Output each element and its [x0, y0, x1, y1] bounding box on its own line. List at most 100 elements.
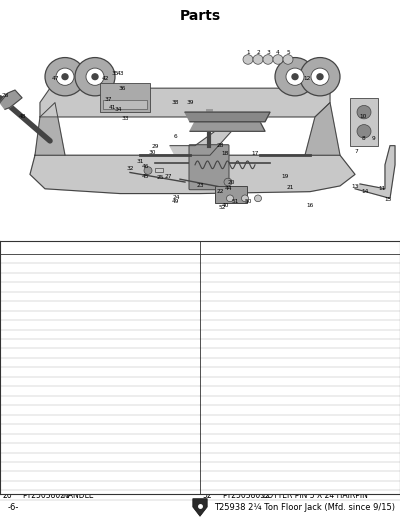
- Text: PT25038010: PT25038010: [22, 339, 70, 348]
- Circle shape: [283, 55, 293, 64]
- Text: 38: 38: [203, 358, 212, 367]
- Text: 3: 3: [3, 273, 8, 282]
- Text: 16: 16: [3, 396, 12, 405]
- Text: -6-: -6-: [8, 504, 19, 512]
- Text: PT25038030: PT25038030: [222, 282, 270, 292]
- Text: 24: 24: [3, 472, 12, 481]
- Text: LOCK WASHER 12MM: LOCK WASHER 12MM: [62, 282, 143, 292]
- Text: 12: 12: [303, 76, 311, 81]
- Text: HYDRAULIC PISTON COVER: HYDRAULIC PISTON COVER: [62, 396, 165, 405]
- Circle shape: [45, 57, 85, 96]
- Text: 42: 42: [101, 76, 109, 81]
- Text: FLAT HD SCR M5- 8 X 6: FLAT HD SCR M5- 8 X 6: [262, 453, 350, 462]
- Text: PT25038041: PT25038041: [222, 387, 270, 396]
- Text: 51: 51: [231, 199, 239, 204]
- Text: FLAT WASHER 12MM: FLAT WASHER 12MM: [62, 273, 140, 282]
- Text: PT25038052: PT25038052: [222, 491, 270, 499]
- Polygon shape: [305, 102, 340, 155]
- Text: 30: 30: [148, 150, 156, 155]
- Text: PT25038045: PT25038045: [222, 424, 270, 433]
- Text: PHLP HD SCR M6-1 X 10: PHLP HD SCR M6-1 X 10: [262, 330, 354, 339]
- Text: PT25038017: PT25038017: [22, 405, 70, 415]
- Text: CONNECTING ROD: CONNECTING ROD: [262, 443, 333, 452]
- Circle shape: [311, 68, 329, 85]
- Polygon shape: [193, 499, 207, 516]
- Text: CLEVIS PIN 10 X 35: CLEVIS PIN 10 X 35: [262, 472, 335, 481]
- Text: PT25038014: PT25038014: [22, 377, 70, 386]
- Text: 15: 15: [3, 387, 12, 396]
- Text: 47: 47: [203, 443, 212, 452]
- Circle shape: [273, 55, 283, 64]
- Text: PT25038029: PT25038029: [222, 273, 270, 282]
- Text: 16: 16: [306, 203, 314, 207]
- Text: 28: 28: [203, 264, 212, 272]
- Text: 32: 32: [126, 166, 134, 171]
- Text: 4: 4: [276, 50, 280, 55]
- Text: BATTERY TRAY COVER: BATTERY TRAY COVER: [262, 339, 345, 348]
- Text: 36: 36: [203, 339, 212, 348]
- Text: RIVET 4 X 8MM BLIND; STEEL: RIVET 4 X 8MM BLIND; STEEL: [262, 462, 373, 471]
- Circle shape: [263, 55, 273, 64]
- Text: PT25038011: PT25038011: [22, 348, 70, 358]
- Text: 19: 19: [281, 174, 289, 179]
- Text: 6: 6: [3, 301, 8, 310]
- Text: PT25038039: PT25038039: [222, 368, 270, 376]
- Text: 7: 7: [354, 149, 358, 154]
- Text: 27: 27: [164, 174, 172, 179]
- Circle shape: [275, 57, 315, 96]
- Text: 31: 31: [136, 159, 144, 164]
- Text: 45: 45: [141, 174, 149, 179]
- Polygon shape: [35, 102, 65, 155]
- Text: 51: 51: [203, 481, 212, 490]
- Text: 29: 29: [151, 144, 159, 149]
- Text: 52: 52: [203, 491, 212, 499]
- Circle shape: [292, 74, 298, 80]
- Text: SADDLE: SADDLE: [262, 311, 293, 320]
- Text: DESCRIPTION: DESCRIPTION: [264, 243, 329, 252]
- Text: O-RING 24 X 1.5: O-RING 24 X 1.5: [262, 434, 324, 443]
- Circle shape: [224, 178, 232, 186]
- Text: 41: 41: [203, 387, 212, 396]
- Text: PT25038016: PT25038016: [22, 396, 70, 405]
- Text: PT25038035: PT25038035: [222, 330, 270, 339]
- Text: FRONT WHEEL: FRONT WHEEL: [62, 254, 117, 263]
- Text: 20: 20: [227, 179, 235, 185]
- Text: 38: 38: [171, 100, 179, 105]
- Text: 10: 10: [359, 114, 367, 119]
- Text: 40: 40: [221, 203, 229, 207]
- Text: PT25038002: PT25038002: [22, 264, 70, 272]
- Text: THREADED SHAFT M12-1.75: THREADED SHAFT M12-1.75: [62, 453, 169, 462]
- Text: 12: 12: [3, 358, 12, 367]
- Text: 20: 20: [3, 434, 12, 443]
- Text: HEX NUT M12-1.75: HEX NUT M12-1.75: [62, 292, 134, 301]
- Text: 5: 5: [286, 50, 290, 55]
- Text: PT25038020: PT25038020: [22, 434, 70, 443]
- Text: 23: 23: [3, 462, 12, 471]
- Text: 1: 1: [246, 50, 250, 55]
- Text: 47: 47: [51, 76, 59, 81]
- Text: HANDLE: HANDLE: [62, 491, 94, 499]
- Circle shape: [254, 195, 262, 202]
- Text: PT25038036: PT25038036: [222, 339, 270, 348]
- Text: PT25038023: PT25038023: [22, 462, 70, 471]
- Bar: [0, 241, 400, 494]
- Text: 13: 13: [3, 368, 12, 376]
- Text: 17: 17: [3, 405, 12, 415]
- Text: 35: 35: [203, 330, 212, 339]
- Text: 10: 10: [3, 339, 12, 348]
- Text: 8: 8: [3, 321, 8, 329]
- Text: DESCRIPTION: DESCRIPTION: [64, 243, 129, 252]
- Text: SOCKET HOLDER: SOCKET HOLDER: [62, 311, 126, 320]
- Text: COTTER PIN 5 X 24 HAIRPIN: COTTER PIN 5 X 24 HAIRPIN: [262, 491, 368, 499]
- Text: PT25038001: PT25038001: [22, 254, 70, 263]
- Bar: [0, 241, 400, 254]
- Text: REF PART #: REF PART #: [3, 243, 58, 252]
- Text: BATTERY CASE COVER: BATTERY CASE COVER: [262, 396, 346, 405]
- Text: 41: 41: [108, 105, 116, 110]
- Text: PT25038043: PT25038043: [222, 405, 270, 415]
- Text: PT25038022: PT25038022: [22, 453, 70, 462]
- Text: 31: 31: [203, 292, 212, 301]
- Text: PT25038028: PT25038028: [222, 264, 270, 272]
- Text: PT25038049: PT25038049: [222, 462, 270, 471]
- Text: 36: 36: [118, 86, 126, 90]
